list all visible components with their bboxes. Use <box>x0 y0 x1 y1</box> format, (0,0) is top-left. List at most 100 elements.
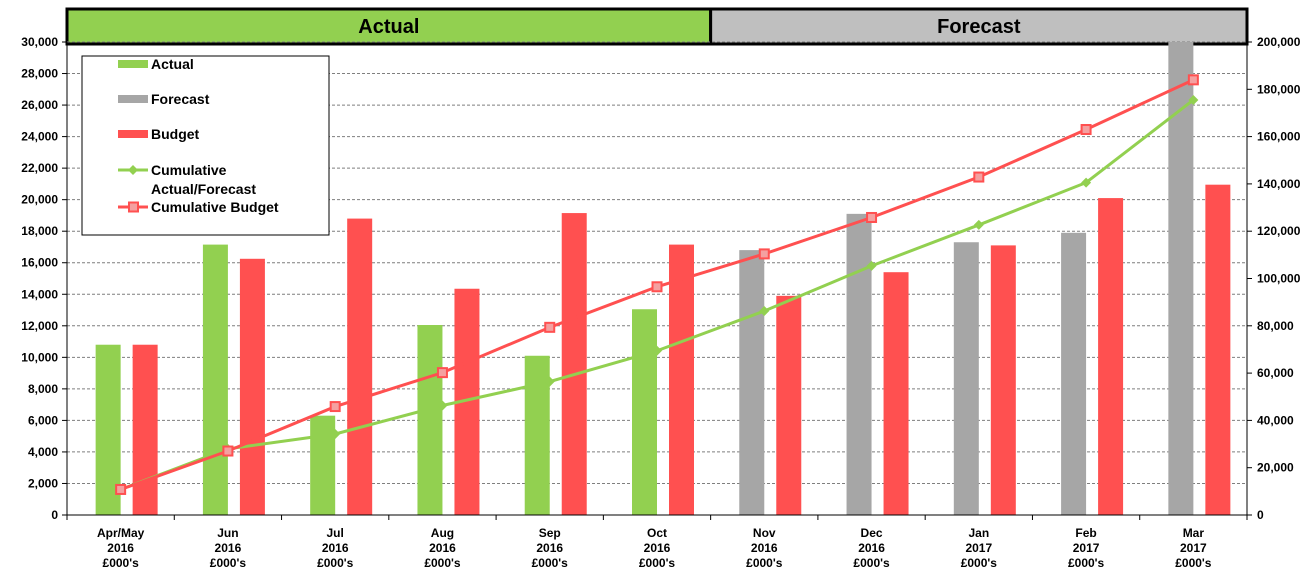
point-cumulative-budget <box>866 211 878 223</box>
legend-swatch-actual <box>118 60 148 68</box>
bar-budget <box>883 272 909 515</box>
x-tick-label: Jun <box>217 526 238 540</box>
axes: 0 2,000 4,000 6,000 8,000 10,000 12,000 14,000 1… <box>21 35 1300 570</box>
y-left-tick-label: 24,000 <box>21 130 58 144</box>
point-cumulative-actual-forecast <box>1081 177 1092 188</box>
legend-swatch-budget <box>118 130 148 138</box>
bar-budget <box>239 258 265 515</box>
bar-budget <box>990 245 1016 515</box>
bar-forecast <box>1168 42 1194 515</box>
x-tick-label: Aug <box>431 526 454 540</box>
y-left-tick-label: 6,000 <box>28 413 58 427</box>
x-tick-label: Nov <box>753 526 776 540</box>
x-tick-label: £000's <box>853 556 890 570</box>
y-left-tick-label: 16,000 <box>21 256 58 270</box>
point-cumulative-budget <box>222 445 234 457</box>
bar-actual <box>310 415 336 515</box>
point-cumulative-budget <box>329 401 341 413</box>
y-right-tick-label: 60,000 <box>1257 366 1294 380</box>
y-right-tick-label: 120,000 <box>1257 224 1301 238</box>
bar-series <box>95 42 1231 515</box>
x-tick-label: 2016 <box>751 541 778 555</box>
x-tick-label: 2016 <box>858 541 885 555</box>
x-tick-label: 2016 <box>215 541 242 555</box>
point-cumulative-budget <box>758 248 770 260</box>
x-tick-label: Jul <box>327 526 344 540</box>
y-right-tick-label: 80,000 <box>1257 319 1294 333</box>
y-left-tick-label: 18,000 <box>21 224 58 238</box>
legend-box <box>81 55 330 236</box>
y-right-tick-label: 20,000 <box>1257 461 1294 475</box>
bar-budget <box>132 344 158 515</box>
y-right-tick-label: 180,000 <box>1257 82 1301 96</box>
point-cumulative-actual-forecast <box>973 219 984 230</box>
x-tick-label: 2017 <box>1073 541 1100 555</box>
banner-label: Actual <box>358 16 419 38</box>
period-banners: Actual Forecast <box>65 7 1249 46</box>
x-tick-label: £000's <box>639 556 676 570</box>
x-tick-label: £000's <box>746 556 783 570</box>
x-tick-label: £000's <box>1175 556 1212 570</box>
line-series <box>115 74 1199 495</box>
x-tick-label: 2016 <box>536 541 563 555</box>
y-right-tick-label: 40,000 <box>1257 413 1294 427</box>
legend-label: Forecast <box>151 91 210 107</box>
point-cumulative-budget <box>973 171 985 183</box>
y-right-tick-label: 200,000 <box>1257 35 1301 49</box>
x-tick-label: 2016 <box>107 541 134 555</box>
y-left-tick-label: 14,000 <box>21 287 58 301</box>
legend-label: Budget <box>151 126 200 142</box>
point-cumulative-budget <box>436 367 448 379</box>
x-tick-label: Apr/May <box>97 526 145 540</box>
y-right-tick-label: 100,000 <box>1257 272 1301 286</box>
point-cumulative-budget <box>1187 74 1199 86</box>
bar-actual <box>524 355 550 515</box>
legend-marker-diamond <box>128 165 138 175</box>
bar-budget <box>1098 198 1124 515</box>
bar-forecast <box>739 250 765 515</box>
x-tick-label: £000's <box>103 556 140 570</box>
y-left-tick-label: 10,000 <box>21 350 58 364</box>
bar-actual <box>202 244 228 515</box>
point-cumulative-actual-forecast <box>759 306 770 317</box>
point-cumulative-actual-forecast <box>652 345 662 356</box>
bar-budget <box>1205 184 1231 515</box>
legend-label: Actual <box>151 56 194 72</box>
y-right-tick-label: 0 <box>1257 508 1264 522</box>
x-tick-label: Oct <box>647 526 667 540</box>
x-tick-label: 2016 <box>322 541 349 555</box>
bar-forecast <box>1061 232 1087 515</box>
point-cumulative-actual-forecast <box>544 376 555 387</box>
bar-budget <box>347 218 373 515</box>
point-cumulative-actual-forecast <box>866 260 877 271</box>
x-tick-label: Sep <box>539 526 561 540</box>
y-left-tick-label: 0 <box>51 508 58 522</box>
y-right-tick-label: 140,000 <box>1257 177 1301 191</box>
y-left-tick-label: 20,000 <box>21 193 58 207</box>
legend-label: Cumulative Budget <box>151 199 279 215</box>
x-tick-label: £000's <box>961 556 998 570</box>
point-cumulative-actual-forecast <box>437 400 448 411</box>
bar-actual <box>417 325 443 515</box>
y-left-tick-label: 30,000 <box>21 35 58 49</box>
legend-swatch-forecast <box>118 95 148 103</box>
x-tick-label: 2016 <box>644 541 671 555</box>
bar-budget <box>561 213 587 515</box>
point-cumulative-budget <box>115 483 127 495</box>
banner-forecast <box>709 7 1249 46</box>
x-tick-label: £000's <box>532 556 569 570</box>
banner-actual <box>65 7 713 46</box>
point-cumulative-budget <box>651 281 663 293</box>
x-tick-label: 2017 <box>965 541 992 555</box>
x-tick-label: Dec <box>861 526 883 540</box>
legend-label: Actual/Forecast <box>151 181 256 197</box>
y-left-tick-label: 2,000 <box>28 476 58 490</box>
banner-label: Forecast <box>937 16 1021 38</box>
point-cumulative-budget <box>1080 124 1092 136</box>
y-left-tick-label: 12,000 <box>21 319 58 333</box>
y-left-tick-label: 28,000 <box>21 67 58 81</box>
point-cumulative-actual-forecast <box>330 428 341 439</box>
x-tick-label: £000's <box>1068 556 1105 570</box>
bar-forecast <box>953 242 979 515</box>
